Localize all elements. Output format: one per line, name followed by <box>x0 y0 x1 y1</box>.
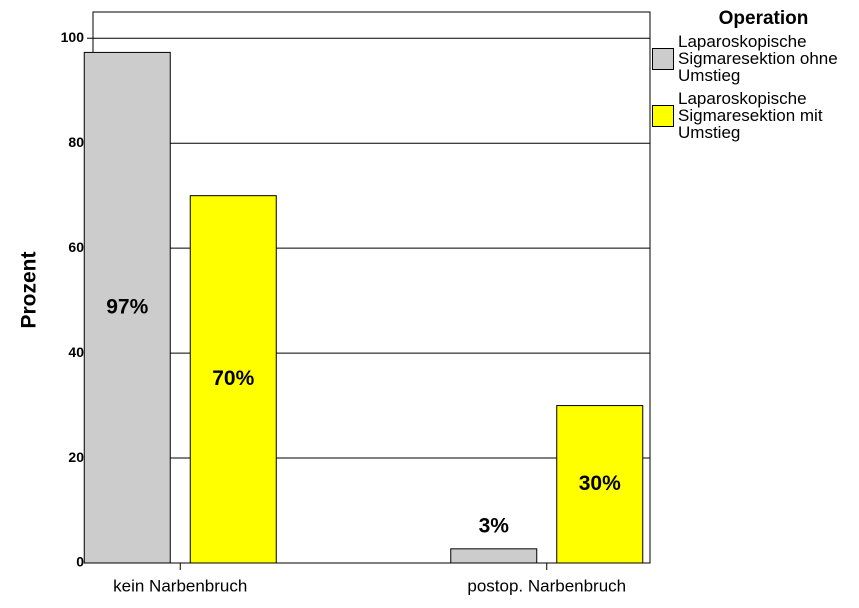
value-label: 30% <box>579 472 621 495</box>
value-label: 70% <box>212 367 254 390</box>
y-tick-label: 0 <box>76 554 84 570</box>
legend-label: Laparoskopische Sigmaresektion ohne Umst… <box>678 32 838 85</box>
y-tick-label: 20 <box>68 449 84 465</box>
legend-title: Operation <box>718 8 809 29</box>
value-label: 97% <box>106 295 148 318</box>
x-tick-label: postop. Narbenbruch <box>467 576 626 595</box>
legend-label: Laparoskopische Sigmaresektion mit Umsti… <box>678 89 823 142</box>
value-label: 3% <box>479 514 510 537</box>
bar <box>189 195 277 564</box>
bar <box>450 548 538 564</box>
y-tick-label: 100 <box>61 29 85 45</box>
legend-swatch <box>652 104 674 127</box>
legend-swatch <box>652 47 674 70</box>
y-tick-label: 80 <box>68 134 84 150</box>
legend-item: Laparoskopische Sigmaresektion ohne Umst… <box>652 33 857 84</box>
legend: Operation Laparoskopische Sigmaresektion… <box>652 8 857 147</box>
y-tick-label: 40 <box>68 344 84 360</box>
x-tick-label: kein Narbenbruch <box>113 576 247 595</box>
bar <box>556 405 644 564</box>
bar <box>83 51 171 564</box>
y-axis-title: Prozent <box>18 251 41 328</box>
y-tick-label: 60 <box>68 239 84 255</box>
legend-item: Laparoskopische Sigmaresektion mit Umsti… <box>652 90 857 141</box>
